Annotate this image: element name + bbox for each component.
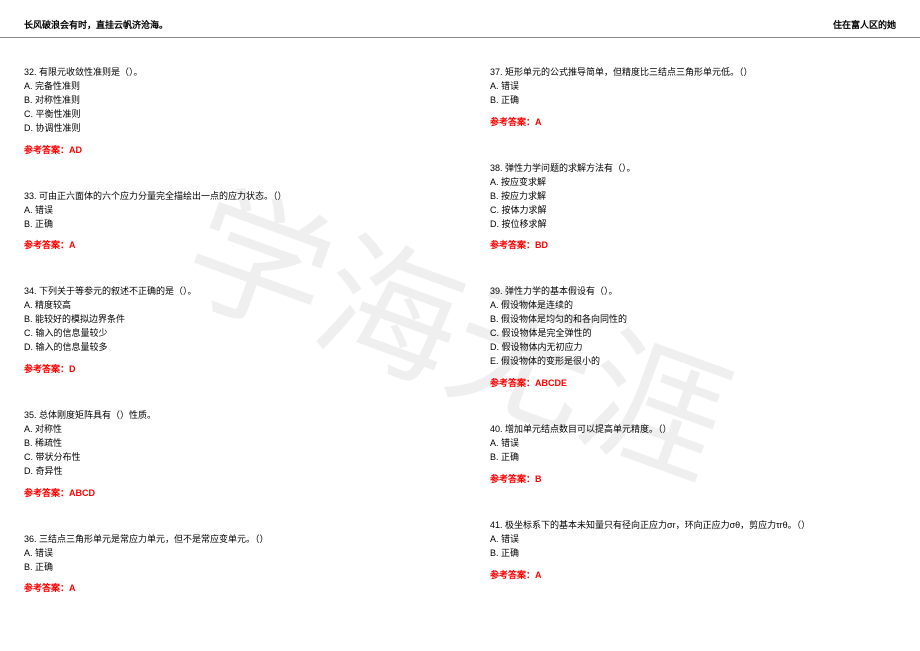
- question-option: B. 对称性准则: [24, 94, 430, 108]
- question-option: A. 错误: [490, 533, 896, 547]
- answer-text: 参考答案：A: [24, 239, 430, 253]
- question-text: 32. 有限元收敛性准则是（）。: [24, 66, 430, 80]
- question-option: D. 假设物体内无初应力: [490, 341, 896, 355]
- question-option: A. 按应变求解: [490, 176, 896, 190]
- question-block: 34. 下列关于等参元的叙述不正确的是（）。A. 精度较高B. 能较好的模拟边界…: [24, 285, 430, 377]
- answer-text: 参考答案：A: [490, 569, 896, 583]
- question-block: 33. 可由正六面体的六个应力分量完全描绘出一点的应力状态。（）A. 错误B. …: [24, 190, 430, 254]
- question-option: A. 假设物体是连续的: [490, 299, 896, 313]
- question-option: B. 正确: [490, 547, 896, 561]
- question-block: 36. 三结点三角形单元是常应力单元，但不是常应变单元。（）A. 错误B. 正确…: [24, 533, 430, 597]
- question-text: 38. 弹性力学问题的求解方法有（）。: [490, 162, 896, 176]
- question-option: D. 奇异性: [24, 465, 430, 479]
- question-text: 34. 下列关于等参元的叙述不正确的是（）。: [24, 285, 430, 299]
- question-text: 33. 可由正六面体的六个应力分量完全描绘出一点的应力状态。（）: [24, 190, 430, 204]
- right-column: 37. 矩形单元的公式推导简单，但精度比三结点三角形单元低。（）A. 错误B. …: [460, 38, 896, 628]
- question-option: A. 错误: [490, 80, 896, 94]
- answer-text: 参考答案：ABCD: [24, 487, 430, 501]
- question-option: B. 能较好的模拟边界条件: [24, 313, 430, 327]
- question-text: 40. 增加单元结点数目可以提高单元精度。（）: [490, 423, 896, 437]
- question-option: E. 假设物体的变形是很小的: [490, 355, 896, 369]
- question-block: 32. 有限元收敛性准则是（）。A. 完备性准则B. 对称性准则C. 平衡性准则…: [24, 66, 430, 158]
- answer-text: 参考答案：A: [490, 116, 896, 130]
- question-option: B. 正确: [24, 561, 430, 575]
- answer-text: 参考答案：A: [24, 582, 430, 596]
- question-text: 37. 矩形单元的公式推导简单，但精度比三结点三角形单元低。（）: [490, 66, 896, 80]
- question-block: 37. 矩形单元的公式推导简单，但精度比三结点三角形单元低。（）A. 错误B. …: [490, 66, 896, 130]
- question-option: D. 输入的信息量较多: [24, 341, 430, 355]
- question-option: A. 错误: [490, 437, 896, 451]
- question-option: A. 对称性: [24, 423, 430, 437]
- header-right: 住在富人区的她: [833, 18, 896, 31]
- question-option: C. 按体力求解: [490, 204, 896, 218]
- question-text: 41. 极坐标系下的基本未知量只有径向正应力σr，环向正应力σθ，剪应力τrθ。…: [490, 519, 896, 533]
- question-option: B. 稀疏性: [24, 437, 430, 451]
- question-block: 39. 弹性力学的基本假设有（）。A. 假设物体是连续的B. 假设物体是均匀的和…: [490, 285, 896, 391]
- question-block: 41. 极坐标系下的基本未知量只有径向正应力σr，环向正应力σθ，剪应力τrθ。…: [490, 519, 896, 583]
- question-text: 39. 弹性力学的基本假设有（）。: [490, 285, 896, 299]
- question-block: 35. 总体刚度矩阵具有（）性质。A. 对称性B. 稀疏性C. 带状分布性D. …: [24, 409, 430, 501]
- question-option: A. 错误: [24, 547, 430, 561]
- question-option: B. 正确: [490, 94, 896, 108]
- question-option: D. 协调性准则: [24, 122, 430, 136]
- answer-text: 参考答案：D: [24, 363, 430, 377]
- answer-text: 参考答案：B: [490, 473, 896, 487]
- page-header: 长风破浪会有时，直挂云帆济沧海。 住在富人区的她: [0, 0, 920, 38]
- question-option: A. 精度较高: [24, 299, 430, 313]
- left-column: 32. 有限元收敛性准则是（）。A. 完备性准则B. 对称性准则C. 平衡性准则…: [24, 38, 460, 628]
- question-block: 40. 增加单元结点数目可以提高单元精度。（）A. 错误B. 正确参考答案：B: [490, 423, 896, 487]
- header-left: 长风破浪会有时，直挂云帆济沧海。: [24, 18, 168, 31]
- question-option: C. 平衡性准则: [24, 108, 430, 122]
- question-option: B. 正确: [24, 218, 430, 232]
- answer-text: 参考答案：AD: [24, 144, 430, 158]
- question-option: B. 正确: [490, 451, 896, 465]
- question-option: D. 按位移求解: [490, 218, 896, 232]
- question-option: A. 错误: [24, 204, 430, 218]
- question-text: 35. 总体刚度矩阵具有（）性质。: [24, 409, 430, 423]
- answer-text: 参考答案：BD: [490, 239, 896, 253]
- question-option: C. 带状分布性: [24, 451, 430, 465]
- question-option: A. 完备性准则: [24, 80, 430, 94]
- answer-text: 参考答案：ABCDE: [490, 377, 896, 391]
- question-text: 36. 三结点三角形单元是常应力单元，但不是常应变单元。（）: [24, 533, 430, 547]
- question-option: C. 输入的信息量较少: [24, 327, 430, 341]
- content-area: 32. 有限元收敛性准则是（）。A. 完备性准则B. 对称性准则C. 平衡性准则…: [0, 38, 920, 628]
- question-option: C. 假设物体是完全弹性的: [490, 327, 896, 341]
- question-option: B. 按应力求解: [490, 190, 896, 204]
- question-block: 38. 弹性力学问题的求解方法有（）。A. 按应变求解B. 按应力求解C. 按体…: [490, 162, 896, 254]
- question-option: B. 假设物体是均匀的和各向同性的: [490, 313, 896, 327]
